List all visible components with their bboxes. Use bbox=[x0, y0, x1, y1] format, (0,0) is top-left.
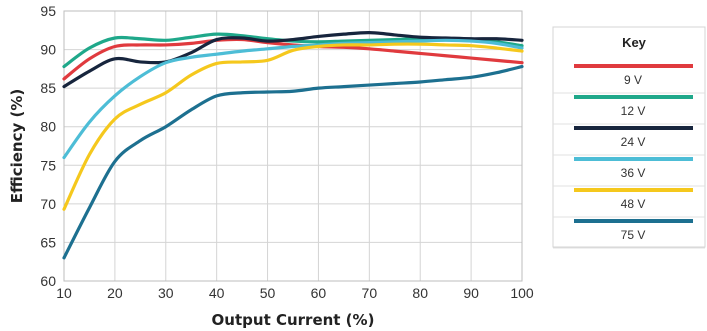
legend-box bbox=[552, 26, 706, 248]
y-tick-label: 95 bbox=[40, 3, 56, 19]
series-lines bbox=[62, 30, 524, 260]
x-tick-label: 60 bbox=[311, 285, 327, 301]
legend-label-12-v: 12 V bbox=[621, 104, 646, 118]
x-tick-label: 30 bbox=[158, 285, 174, 301]
x-axis-title: Output Current (%) bbox=[212, 311, 375, 329]
legend-label-75-v: 75 V bbox=[621, 228, 646, 242]
x-tick-label: 80 bbox=[412, 285, 428, 301]
y-tick-label: 75 bbox=[40, 157, 56, 173]
y-tick-label: 60 bbox=[40, 273, 56, 289]
series-line-24-v bbox=[62, 30, 524, 89]
y-tick-label: 80 bbox=[40, 119, 56, 135]
series-line-75-v bbox=[62, 64, 524, 260]
legend-title: Key bbox=[622, 35, 647, 50]
x-tick-labels: 10 20 30 40 50 60 70 80 90 100 bbox=[56, 285, 534, 301]
legend-label-48-v: 48 V bbox=[621, 197, 646, 211]
y-tick-labels: 60 65 70 75 80 85 90 95 bbox=[40, 3, 56, 289]
x-tick-label: 90 bbox=[463, 285, 479, 301]
legend: Key 9 V 12 V 24 V 36 V 48 V 75 V bbox=[552, 26, 706, 249]
plot-area-frame bbox=[63, 10, 523, 282]
legend-label-9-v: 9 V bbox=[624, 73, 642, 87]
series-line-36-v bbox=[62, 38, 524, 160]
y-tick-label: 90 bbox=[40, 42, 56, 58]
y-tick-label: 70 bbox=[40, 196, 56, 212]
x-tick-label: 40 bbox=[209, 285, 225, 301]
y-axis-title: Efficiency (%) bbox=[8, 89, 26, 204]
legend-entries: 9 V 12 V 24 V 36 V 48 V 75 V bbox=[553, 64, 705, 249]
x-tick-label: 20 bbox=[107, 285, 123, 301]
legend-label-24-v: 24 V bbox=[621, 135, 646, 149]
series-line-48-v bbox=[62, 42, 524, 211]
x-tick-label: 50 bbox=[260, 285, 276, 301]
x-tick-label: 100 bbox=[510, 285, 534, 301]
y-tick-label: 85 bbox=[40, 80, 56, 96]
legend-label-36-v: 36 V bbox=[621, 166, 646, 180]
x-tick-label: 70 bbox=[362, 285, 378, 301]
y-tick-label: 65 bbox=[40, 234, 56, 250]
x-tick-label: 10 bbox=[56, 285, 72, 301]
